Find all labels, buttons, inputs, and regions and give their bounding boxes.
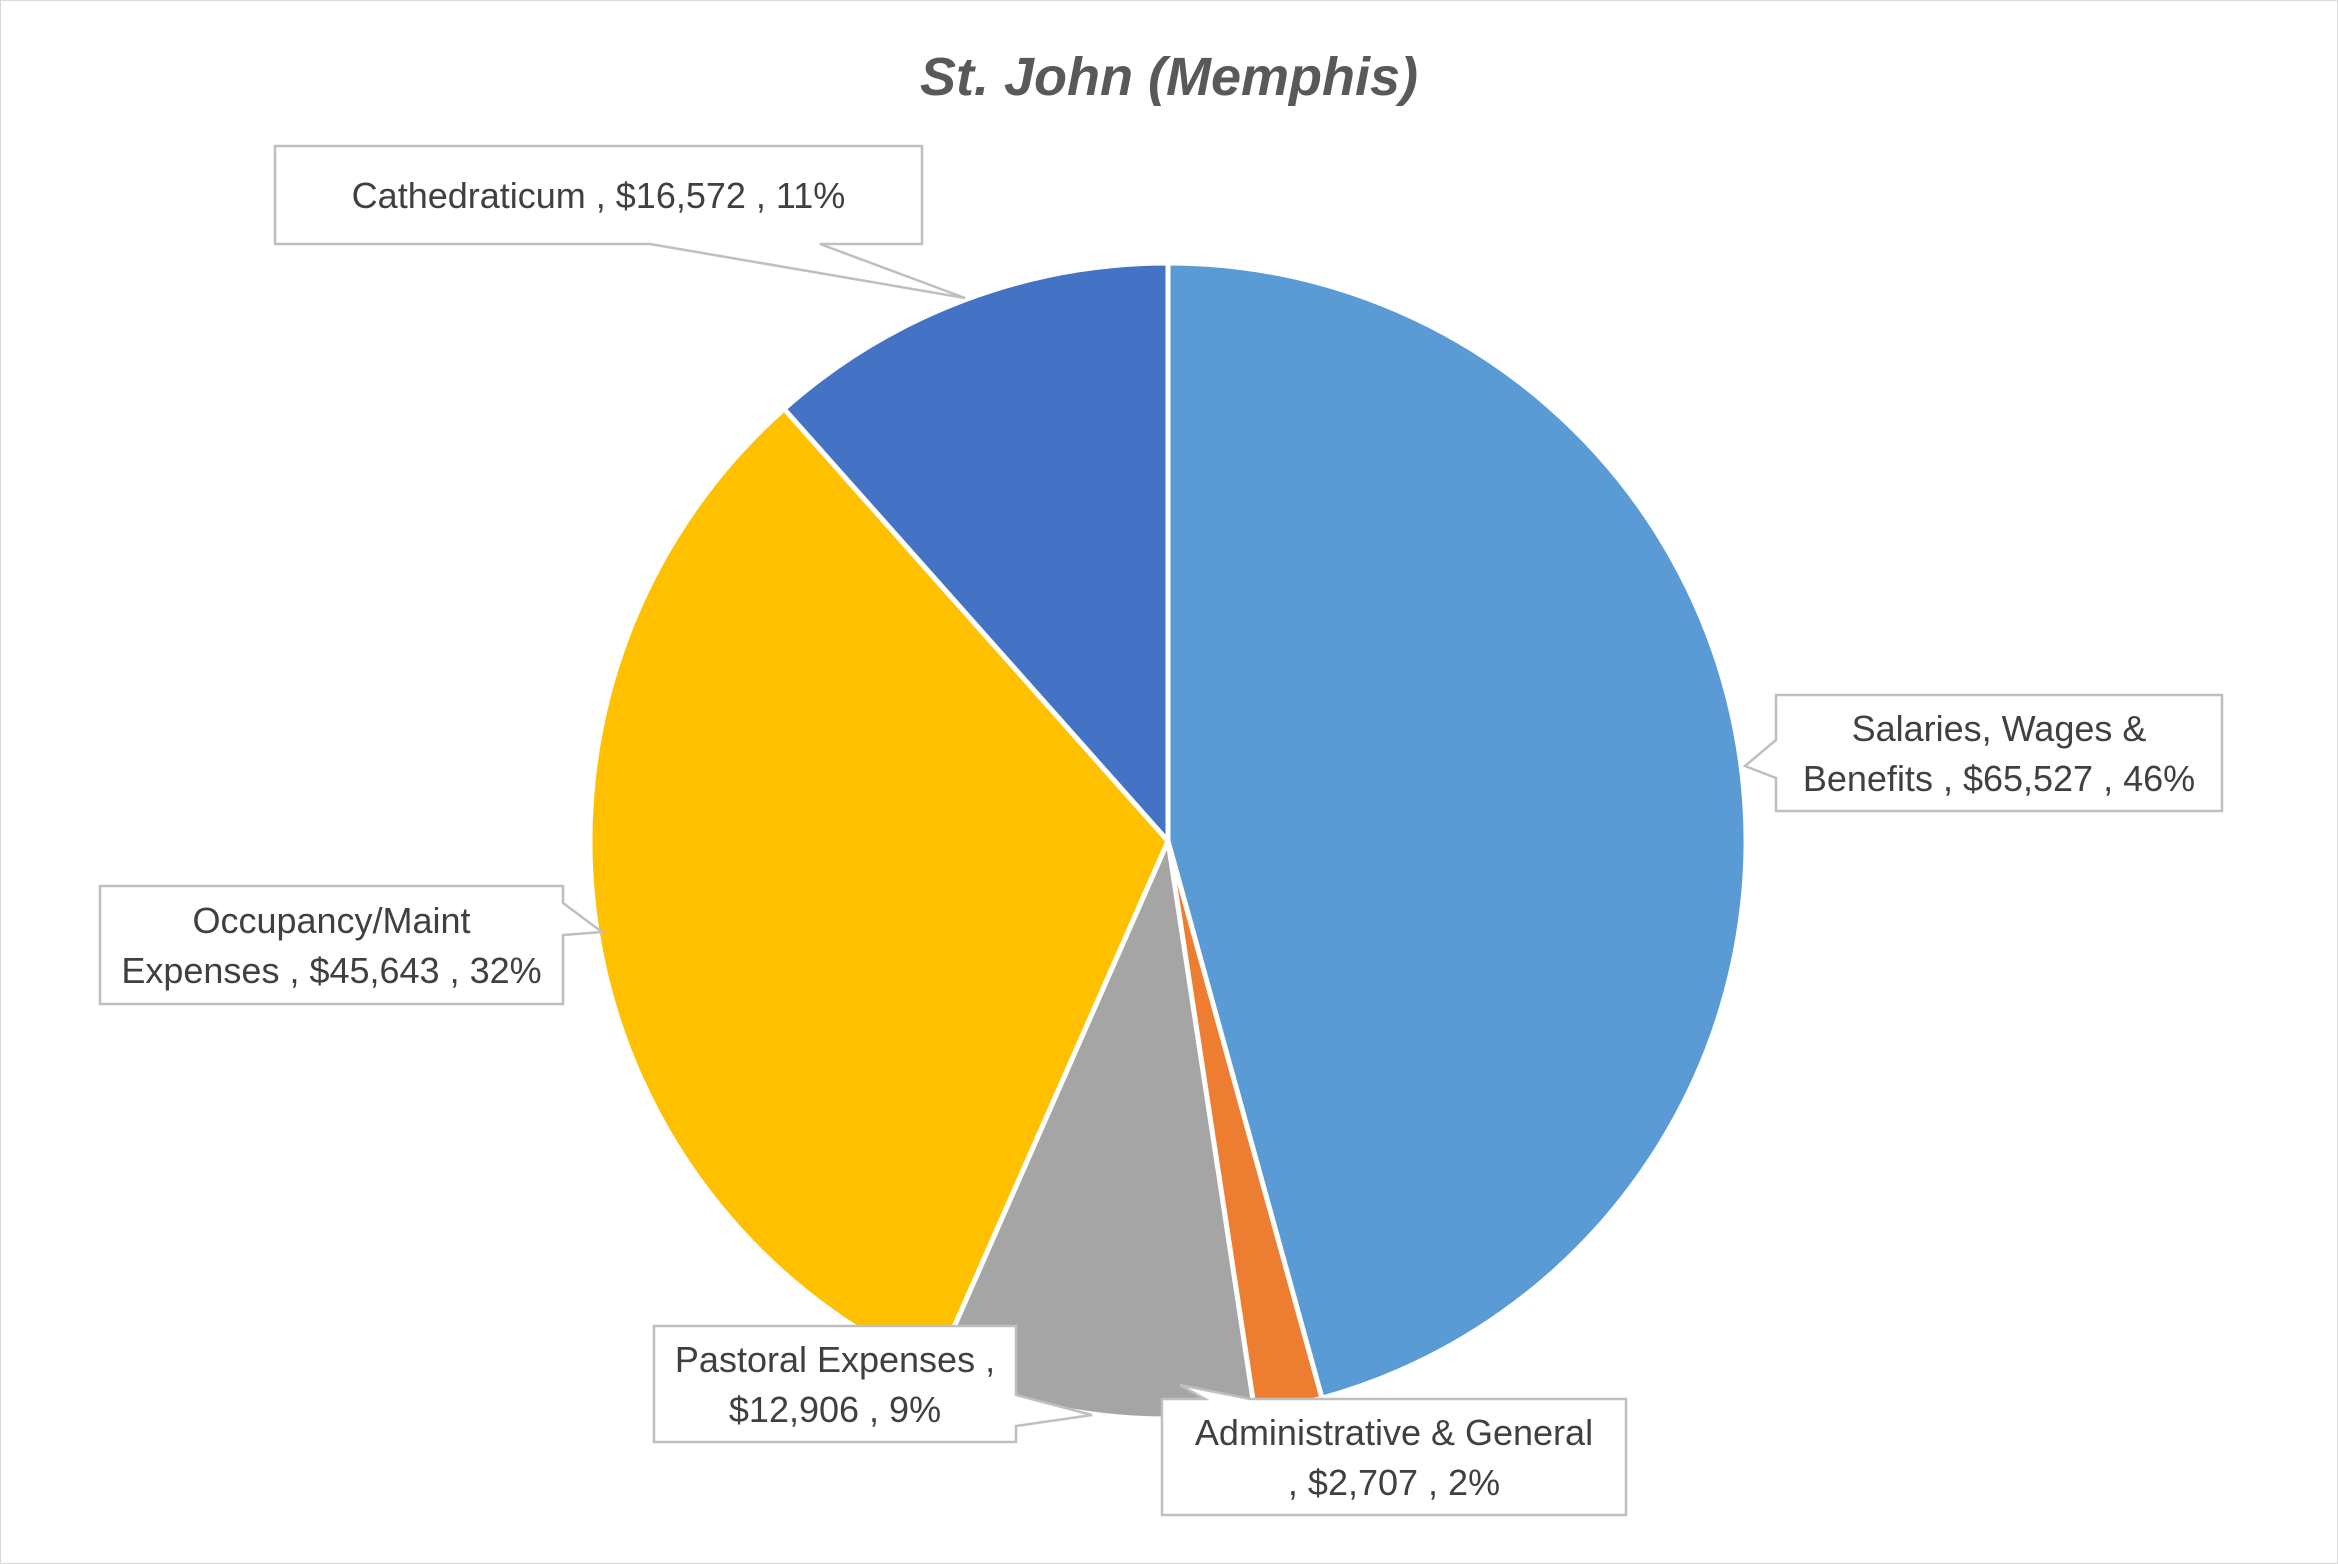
data-label-text: Cathedraticum , $16,572 , 11% [352, 175, 846, 216]
label-callout-box [273, 144, 966, 300]
data-labels: Salaries, Wages & Benefits , $65,527 , 46… [98, 144, 2224, 1517]
data-label-salaries-wages-benefits: Salaries, Wages & Benefits , $65,527 , 46… [1742, 693, 2224, 813]
data-label-occupancy-maint-expenses: Occupancy/Maint Expenses , $45,643 , 32% [98, 884, 606, 1006]
label-callout-box [652, 1324, 1093, 1444]
pie-slice-cathedraticum [781, 260, 1171, 844]
data-label-text: Salaries, Wages & [1852, 708, 2147, 749]
data-label-text: $12,906 , 9% [729, 1389, 941, 1430]
pie-slices [587, 260, 1749, 1422]
data-label-pastoral-expenses: Pastoral Expenses , $12,906 , 9% [652, 1324, 1093, 1444]
chart-title: St. John (Memphis) [920, 47, 1418, 107]
pie-slice-salaries-wages-benefits [1165, 260, 1749, 1401]
data-label-administrative-general: Administrative & General , $2,707 , 2% [1160, 1383, 1628, 1517]
label-callout-box [1160, 1383, 1628, 1517]
data-label-text: Expenses , $45,643 , 32% [121, 950, 541, 991]
label-callout-box [1742, 693, 2224, 813]
data-label-text: Pastoral Expenses , [675, 1339, 995, 1380]
data-label-text: Occupancy/Maint [192, 900, 470, 941]
data-label-text: , $2,707 , 2% [1288, 1462, 1500, 1503]
data-label-text: Benefits , $65,527 , 46% [1803, 758, 2195, 799]
label-callout-box [98, 884, 606, 1006]
data-label-text: Administrative & General [1195, 1412, 1593, 1453]
data-label-cathedraticum: Cathedraticum , $16,572 , 11% [273, 144, 966, 300]
